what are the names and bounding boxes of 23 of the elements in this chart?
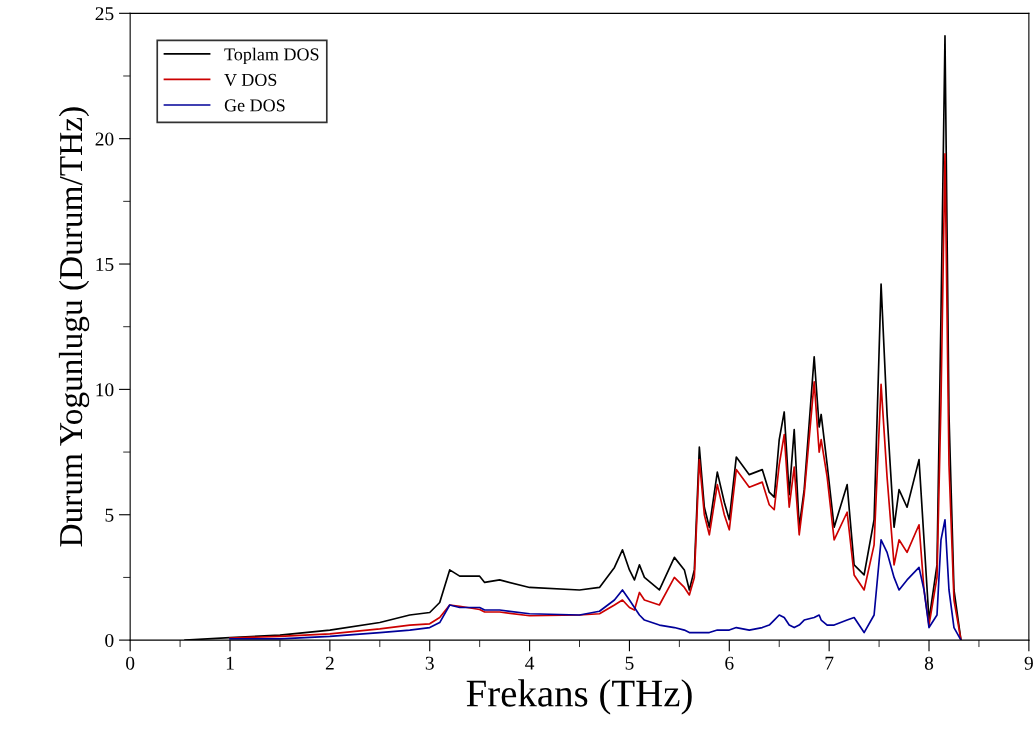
y-tick-label: 5 [105,508,114,522]
legend-label: V DOS [224,73,277,87]
x-tick-label: 1 [226,656,234,670]
x-tick-label: 4 [525,656,535,670]
x-tick-label: 5 [625,656,634,670]
x-tick-label: 7 [825,656,834,670]
line-series [229,518,962,641]
y-tick-label: 10 [96,383,114,397]
line-series [229,152,962,641]
y-tick-label: 0 [105,633,114,648]
x-tick-label: 6 [725,656,734,670]
y-tick-label: 25 [95,7,114,21]
x-tick-label: 3 [425,656,434,670]
y-axis-title: Durum Yogunlugu (Durum/THz) [58,107,90,547]
x-tick-label: 9 [1024,656,1033,670]
x-tick-label: 8 [924,656,934,670]
x-tick-label: 0 [126,656,135,670]
x-tick-label: 2 [325,656,334,670]
legend-label: Toplam DOS [224,47,319,65]
y-tick-label: 20 [95,132,114,146]
legend-label: Ge DOS [224,99,285,112]
y-tick-label: 15 [96,257,114,271]
x-axis-title: Frekans (THz) [466,679,692,715]
